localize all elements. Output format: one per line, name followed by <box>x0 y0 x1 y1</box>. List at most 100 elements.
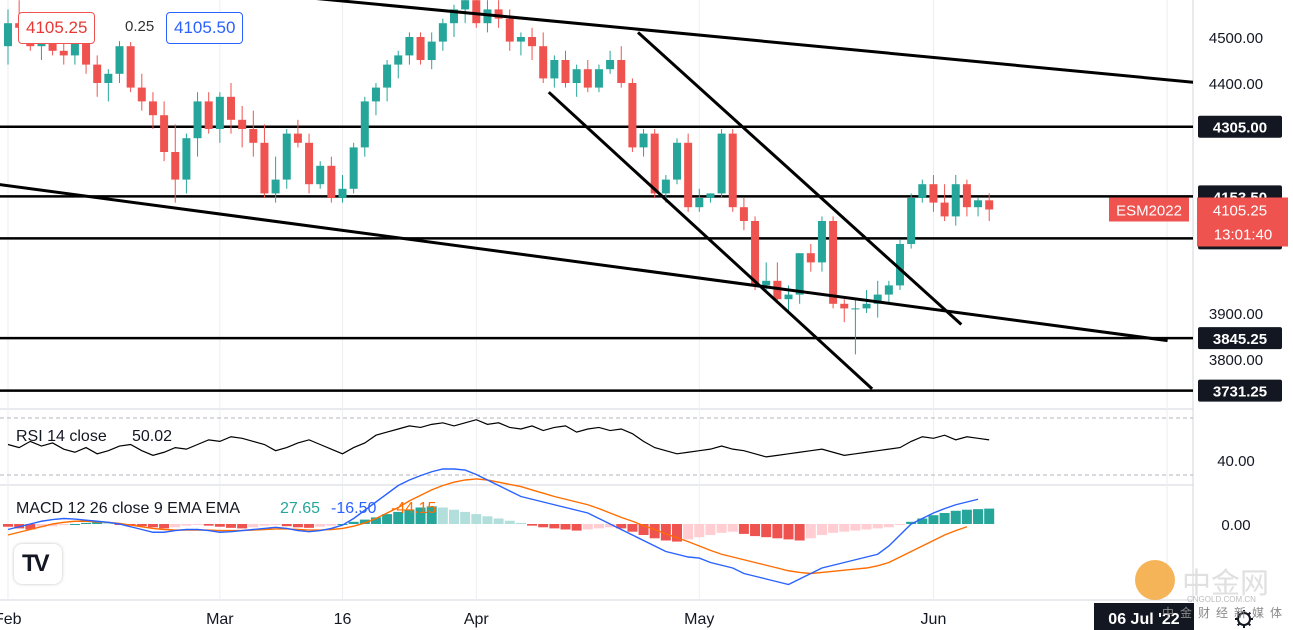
macd-histogram-bar <box>504 520 515 524</box>
macd-value: -44.15 <box>391 500 436 517</box>
macd-histogram-bar <box>359 519 370 524</box>
gear-tooth <box>1236 611 1241 616</box>
macd-histogram-bar <box>895 524 905 526</box>
macd-histogram-bar <box>326 524 337 526</box>
candle-body <box>572 69 581 83</box>
candle-body <box>684 142 693 208</box>
candle-body <box>238 119 247 129</box>
candle-body <box>126 46 135 88</box>
candle-body <box>751 221 760 286</box>
candle-body <box>896 244 904 286</box>
macd-histogram-bar <box>170 524 181 528</box>
candle-body <box>104 73 113 83</box>
macd-histogram-bar <box>237 524 248 529</box>
candle-body <box>516 37 525 42</box>
level-label: 3845.25 <box>1213 331 1267 348</box>
macd-histogram-bar <box>69 524 80 525</box>
candle-body <box>661 179 670 194</box>
logo-text: TV <box>22 550 50 577</box>
tradingview-logo[interactable]: TV <box>14 544 62 584</box>
macd-histogram-bar <box>649 524 660 539</box>
macd-histogram-bar <box>103 522 114 524</box>
bar-countdown: 13:01:40 <box>1214 227 1272 244</box>
settings-gear-icon[interactable] <box>1235 610 1253 628</box>
macd-histogram-bar <box>259 524 270 526</box>
candle-body <box>962 184 971 208</box>
candle-body <box>550 60 559 79</box>
macd-histogram-bar <box>850 524 861 531</box>
macd-histogram-bar <box>738 524 749 534</box>
candle-body <box>472 0 481 24</box>
candle-body <box>160 115 169 152</box>
candle-body <box>505 18 514 42</box>
watermark-url: CNGOLD.COM.CN <box>1187 595 1256 604</box>
macd-value: 27.65 <box>280 500 320 517</box>
macd-histogram-bar <box>3 524 13 527</box>
candle-body <box>617 60 626 83</box>
candle-body <box>717 133 726 194</box>
time-axis-label: May <box>684 611 714 628</box>
candle-body <box>59 50 68 56</box>
macd-histogram-bar <box>370 517 381 524</box>
macd-histogram-bar <box>616 524 627 529</box>
gear-tooth <box>1247 622 1252 627</box>
candle-body <box>784 294 793 300</box>
macd-histogram-bar <box>382 514 393 524</box>
macd-histogram-bar <box>393 511 404 524</box>
macd-histogram-bar <box>571 524 582 531</box>
macd-histogram-bar <box>582 524 593 530</box>
candle-body <box>606 60 615 70</box>
rsi-line <box>7 419 990 458</box>
candle-body <box>450 9 458 24</box>
macd-histogram-bar <box>136 524 147 527</box>
macd-histogram-bar <box>493 518 504 524</box>
candle-body <box>293 133 302 143</box>
macd-histogram-bar <box>683 524 694 540</box>
macd-histogram-bar <box>928 515 939 524</box>
ask-price-badge[interactable]: 4105.50 <box>166 12 244 44</box>
macd-histogram-bar <box>883 524 894 528</box>
candle-body <box>227 96 235 120</box>
candle-body <box>773 280 782 300</box>
symbol-label-bg <box>1109 197 1189 222</box>
candle-body <box>360 101 369 148</box>
candle-body <box>260 142 269 194</box>
macd-histogram-bar <box>214 524 225 527</box>
candle-body <box>383 64 392 88</box>
macd-histogram-bar <box>203 524 214 526</box>
macd-histogram-bar <box>404 509 415 524</box>
watermark-logo-icon <box>1135 560 1175 600</box>
macd-histogram-bar <box>660 524 671 541</box>
candle-body <box>884 285 893 295</box>
candle-body <box>371 87 380 102</box>
macd-histogram-bar <box>984 508 995 524</box>
candle-body <box>594 69 603 88</box>
candle-body <box>249 129 258 143</box>
candle-body <box>394 55 403 65</box>
trendline <box>316 0 1193 84</box>
level-label-bg <box>1198 379 1282 402</box>
macd-value: -16.50 <box>331 500 376 517</box>
macd-line <box>7 468 979 586</box>
macd-histogram-bar <box>281 524 292 527</box>
macd-histogram-bar <box>527 524 538 526</box>
candle-body <box>840 303 849 309</box>
trendline <box>547 91 874 391</box>
macd-histogram-bar <box>292 524 303 528</box>
candle-body <box>806 253 815 263</box>
macd-histogram-bar <box>950 510 961 524</box>
macd-histogram-bar <box>248 524 259 528</box>
candle-body <box>851 308 860 310</box>
bid-price-badge[interactable]: 4105.25 <box>18 12 96 44</box>
macd-histogram-bar <box>816 524 827 535</box>
candle-body <box>650 133 659 194</box>
candle-body <box>93 64 102 83</box>
macd-histogram-bar <box>705 524 716 535</box>
price-axis-tick: 4400.00 <box>1209 76 1263 93</box>
time-axis-label: 16 <box>334 611 352 628</box>
macd-histogram-bar <box>449 509 459 524</box>
macd-histogram-bar <box>304 524 315 528</box>
candle-body <box>416 37 425 60</box>
